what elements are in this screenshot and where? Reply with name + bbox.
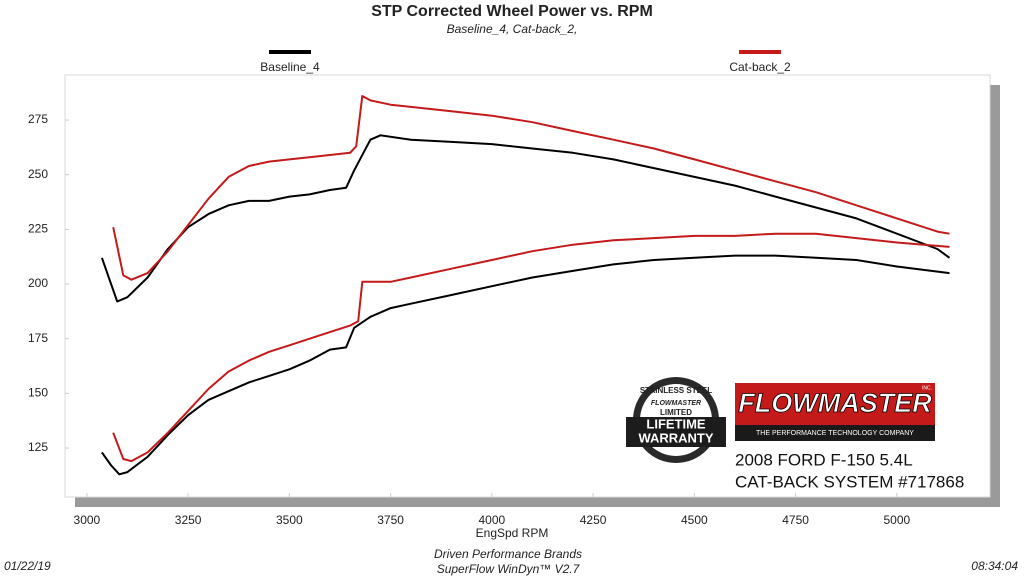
y-tick-label: 200 [28,276,48,290]
data-line [101,254,950,476]
badge-band [626,417,726,447]
logo-brand: FLOWMASTER [738,388,932,418]
y-tick-label: 175 [28,331,48,345]
flowmaster-logo: FLOWMASTER INC. THE PERFORMANCE TECHNOLO… [735,383,935,441]
legend-label: Baseline_4 [260,60,320,74]
badge-text: LIFETIME [646,416,706,431]
legend-label: Cat-back_2 [729,60,791,74]
y-tick-label: 225 [28,222,48,236]
chart-subtitle: Baseline_4, Cat-back_2, [447,22,578,36]
x-tick-label: 3500 [276,513,303,527]
data-line [112,232,950,463]
logo-tagline: THE PERFORMANCE TECHNOLOGY COMPANY [756,430,914,437]
caption: 2008 FORD F-150 5.4L [735,450,913,469]
plot-group [100,95,951,476]
caption: CAT-BACK SYSTEM #717868 [735,472,964,491]
logo-band [735,425,935,441]
footer-company: Driven Performance Brands [434,547,582,561]
x-tick-label: 4250 [580,513,607,527]
data-line [112,95,950,281]
data-line [100,134,951,303]
footer-time: 08:34:04 [971,559,1018,573]
x-tick-label: 3000 [74,513,101,527]
x-tick-label: 4500 [681,513,708,527]
y-tick-label: 275 [28,112,48,126]
x-axis-label: EngSpd RPM [476,526,549,540]
y-tick-label: 250 [28,167,48,181]
plot-shadow [75,497,1000,507]
x-tick-label: 5000 [884,513,911,527]
badge-text: FLOWMASTER [651,400,701,407]
chart-title: STP Corrected Wheel Power vs. RPM [371,3,653,20]
warranty-badge: STAINLESS STEEL FLOWMASTER LIMITED LIFET… [626,377,726,463]
x-tick-label: 4750 [782,513,809,527]
x-tick-label: 3750 [377,513,404,527]
x-tick-label: 4000 [479,513,506,527]
footer-software: SuperFlow WinDyn™ V2.7 [437,562,581,576]
badge-text: STAINLESS STEEL [640,386,712,395]
y-tick-label: 125 [28,440,48,454]
footer-date: 01/22/19 [4,559,51,573]
logo-inc: INC. [922,385,932,391]
x-tick-label: 3250 [175,513,202,527]
badge-text: LIMITED [660,408,692,417]
badge-text: WARRANTY [638,430,713,445]
y-tick-label: 150 [28,386,48,400]
plot-shadow [990,85,1000,507]
